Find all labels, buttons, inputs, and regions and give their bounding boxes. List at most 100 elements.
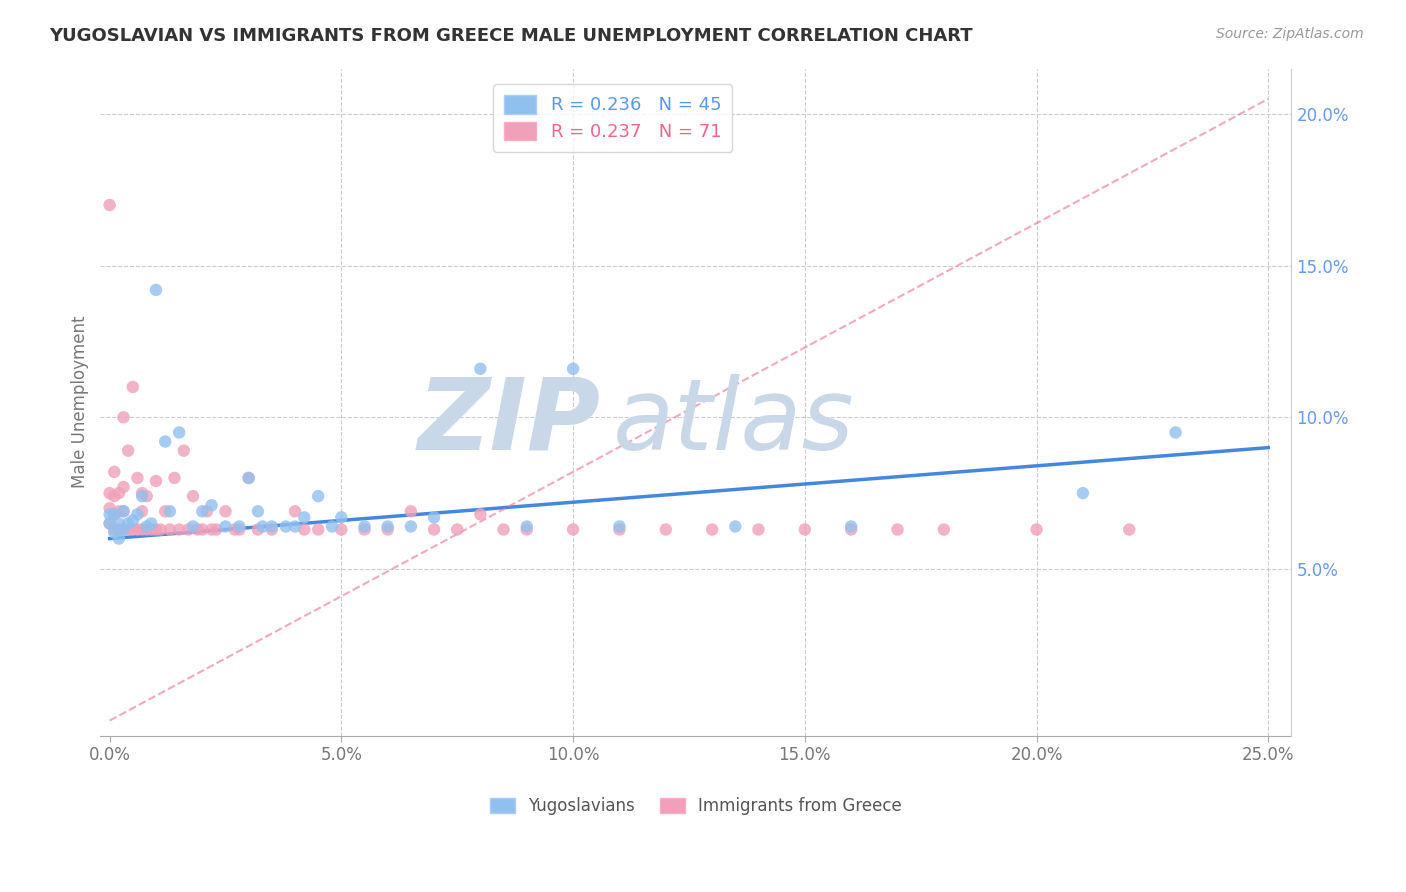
Point	[330, 523, 353, 537]
Point	[187, 523, 209, 537]
Point	[260, 523, 283, 537]
Point	[470, 361, 492, 376]
Point	[1118, 523, 1140, 537]
Point	[191, 523, 214, 537]
Point	[1025, 523, 1047, 537]
Point	[131, 523, 153, 537]
Point	[163, 471, 186, 485]
Point	[609, 519, 631, 533]
Point	[117, 523, 139, 537]
Point	[108, 523, 131, 537]
Point	[117, 516, 139, 531]
Point	[103, 508, 125, 522]
Point	[246, 504, 269, 518]
Point	[135, 489, 157, 503]
Point	[98, 516, 121, 531]
Point	[747, 523, 769, 537]
Point	[839, 523, 862, 537]
Point	[98, 501, 121, 516]
Point	[145, 283, 167, 297]
Point	[112, 480, 135, 494]
Text: YUGOSLAVIAN VS IMMIGRANTS FROM GREECE MALE UNEMPLOYMENT CORRELATION CHART: YUGOSLAVIAN VS IMMIGRANTS FROM GREECE MA…	[49, 27, 973, 45]
Point	[195, 504, 218, 518]
Point	[159, 523, 181, 537]
Legend: Yugoslavians, Immigrants from Greece: Yugoslavians, Immigrants from Greece	[484, 791, 908, 822]
Point	[103, 489, 125, 503]
Point	[353, 523, 375, 537]
Point	[127, 508, 149, 522]
Point	[112, 410, 135, 425]
Point	[112, 504, 135, 518]
Point	[108, 504, 131, 518]
Point	[191, 504, 214, 518]
Text: Source: ZipAtlas.com: Source: ZipAtlas.com	[1216, 27, 1364, 41]
Point	[103, 508, 125, 522]
Point	[377, 519, 399, 533]
Point	[103, 525, 125, 540]
Point	[159, 504, 181, 518]
Point	[399, 504, 422, 518]
Point	[260, 519, 283, 533]
Point	[274, 519, 297, 533]
Point	[516, 519, 538, 533]
Point	[200, 523, 222, 537]
Point	[562, 523, 585, 537]
Point	[214, 519, 236, 533]
Point	[284, 504, 307, 518]
Point	[224, 523, 246, 537]
Point	[700, 523, 723, 537]
Point	[377, 523, 399, 537]
Point	[470, 508, 492, 522]
Point	[131, 489, 153, 503]
Point	[155, 504, 177, 518]
Point	[492, 523, 515, 537]
Point	[321, 519, 343, 533]
Point	[200, 498, 222, 512]
Point	[181, 519, 204, 533]
Point	[127, 471, 149, 485]
Text: ZIP: ZIP	[418, 374, 600, 471]
Text: atlas: atlas	[613, 374, 855, 471]
Point	[108, 486, 131, 500]
Y-axis label: Male Unemployment: Male Unemployment	[72, 316, 89, 489]
Point	[112, 523, 135, 537]
Point	[167, 523, 190, 537]
Point	[155, 434, 177, 449]
Point	[167, 425, 190, 440]
Point	[181, 489, 204, 503]
Point	[724, 519, 747, 533]
Point	[252, 519, 274, 533]
Point	[1071, 486, 1094, 500]
Point	[145, 474, 167, 488]
Point	[228, 519, 250, 533]
Point	[135, 523, 157, 537]
Point	[562, 361, 585, 376]
Point	[98, 486, 121, 500]
Point	[103, 523, 125, 537]
Point	[423, 523, 446, 537]
Point	[145, 523, 167, 537]
Point	[103, 465, 125, 479]
Point	[307, 523, 329, 537]
Point	[112, 504, 135, 518]
Point	[238, 471, 260, 485]
Point	[330, 510, 353, 524]
Point	[117, 443, 139, 458]
Point	[284, 519, 307, 533]
Point	[121, 380, 143, 394]
Point	[516, 523, 538, 537]
Point	[141, 523, 163, 537]
Point	[127, 523, 149, 537]
Point	[238, 471, 260, 485]
Point	[141, 516, 163, 531]
Point	[307, 489, 329, 503]
Point	[292, 510, 315, 524]
Point	[886, 523, 908, 537]
Point	[98, 516, 121, 531]
Point	[655, 523, 678, 537]
Point	[112, 523, 135, 537]
Point	[149, 523, 172, 537]
Point	[446, 523, 468, 537]
Point	[353, 519, 375, 533]
Point	[108, 532, 131, 546]
